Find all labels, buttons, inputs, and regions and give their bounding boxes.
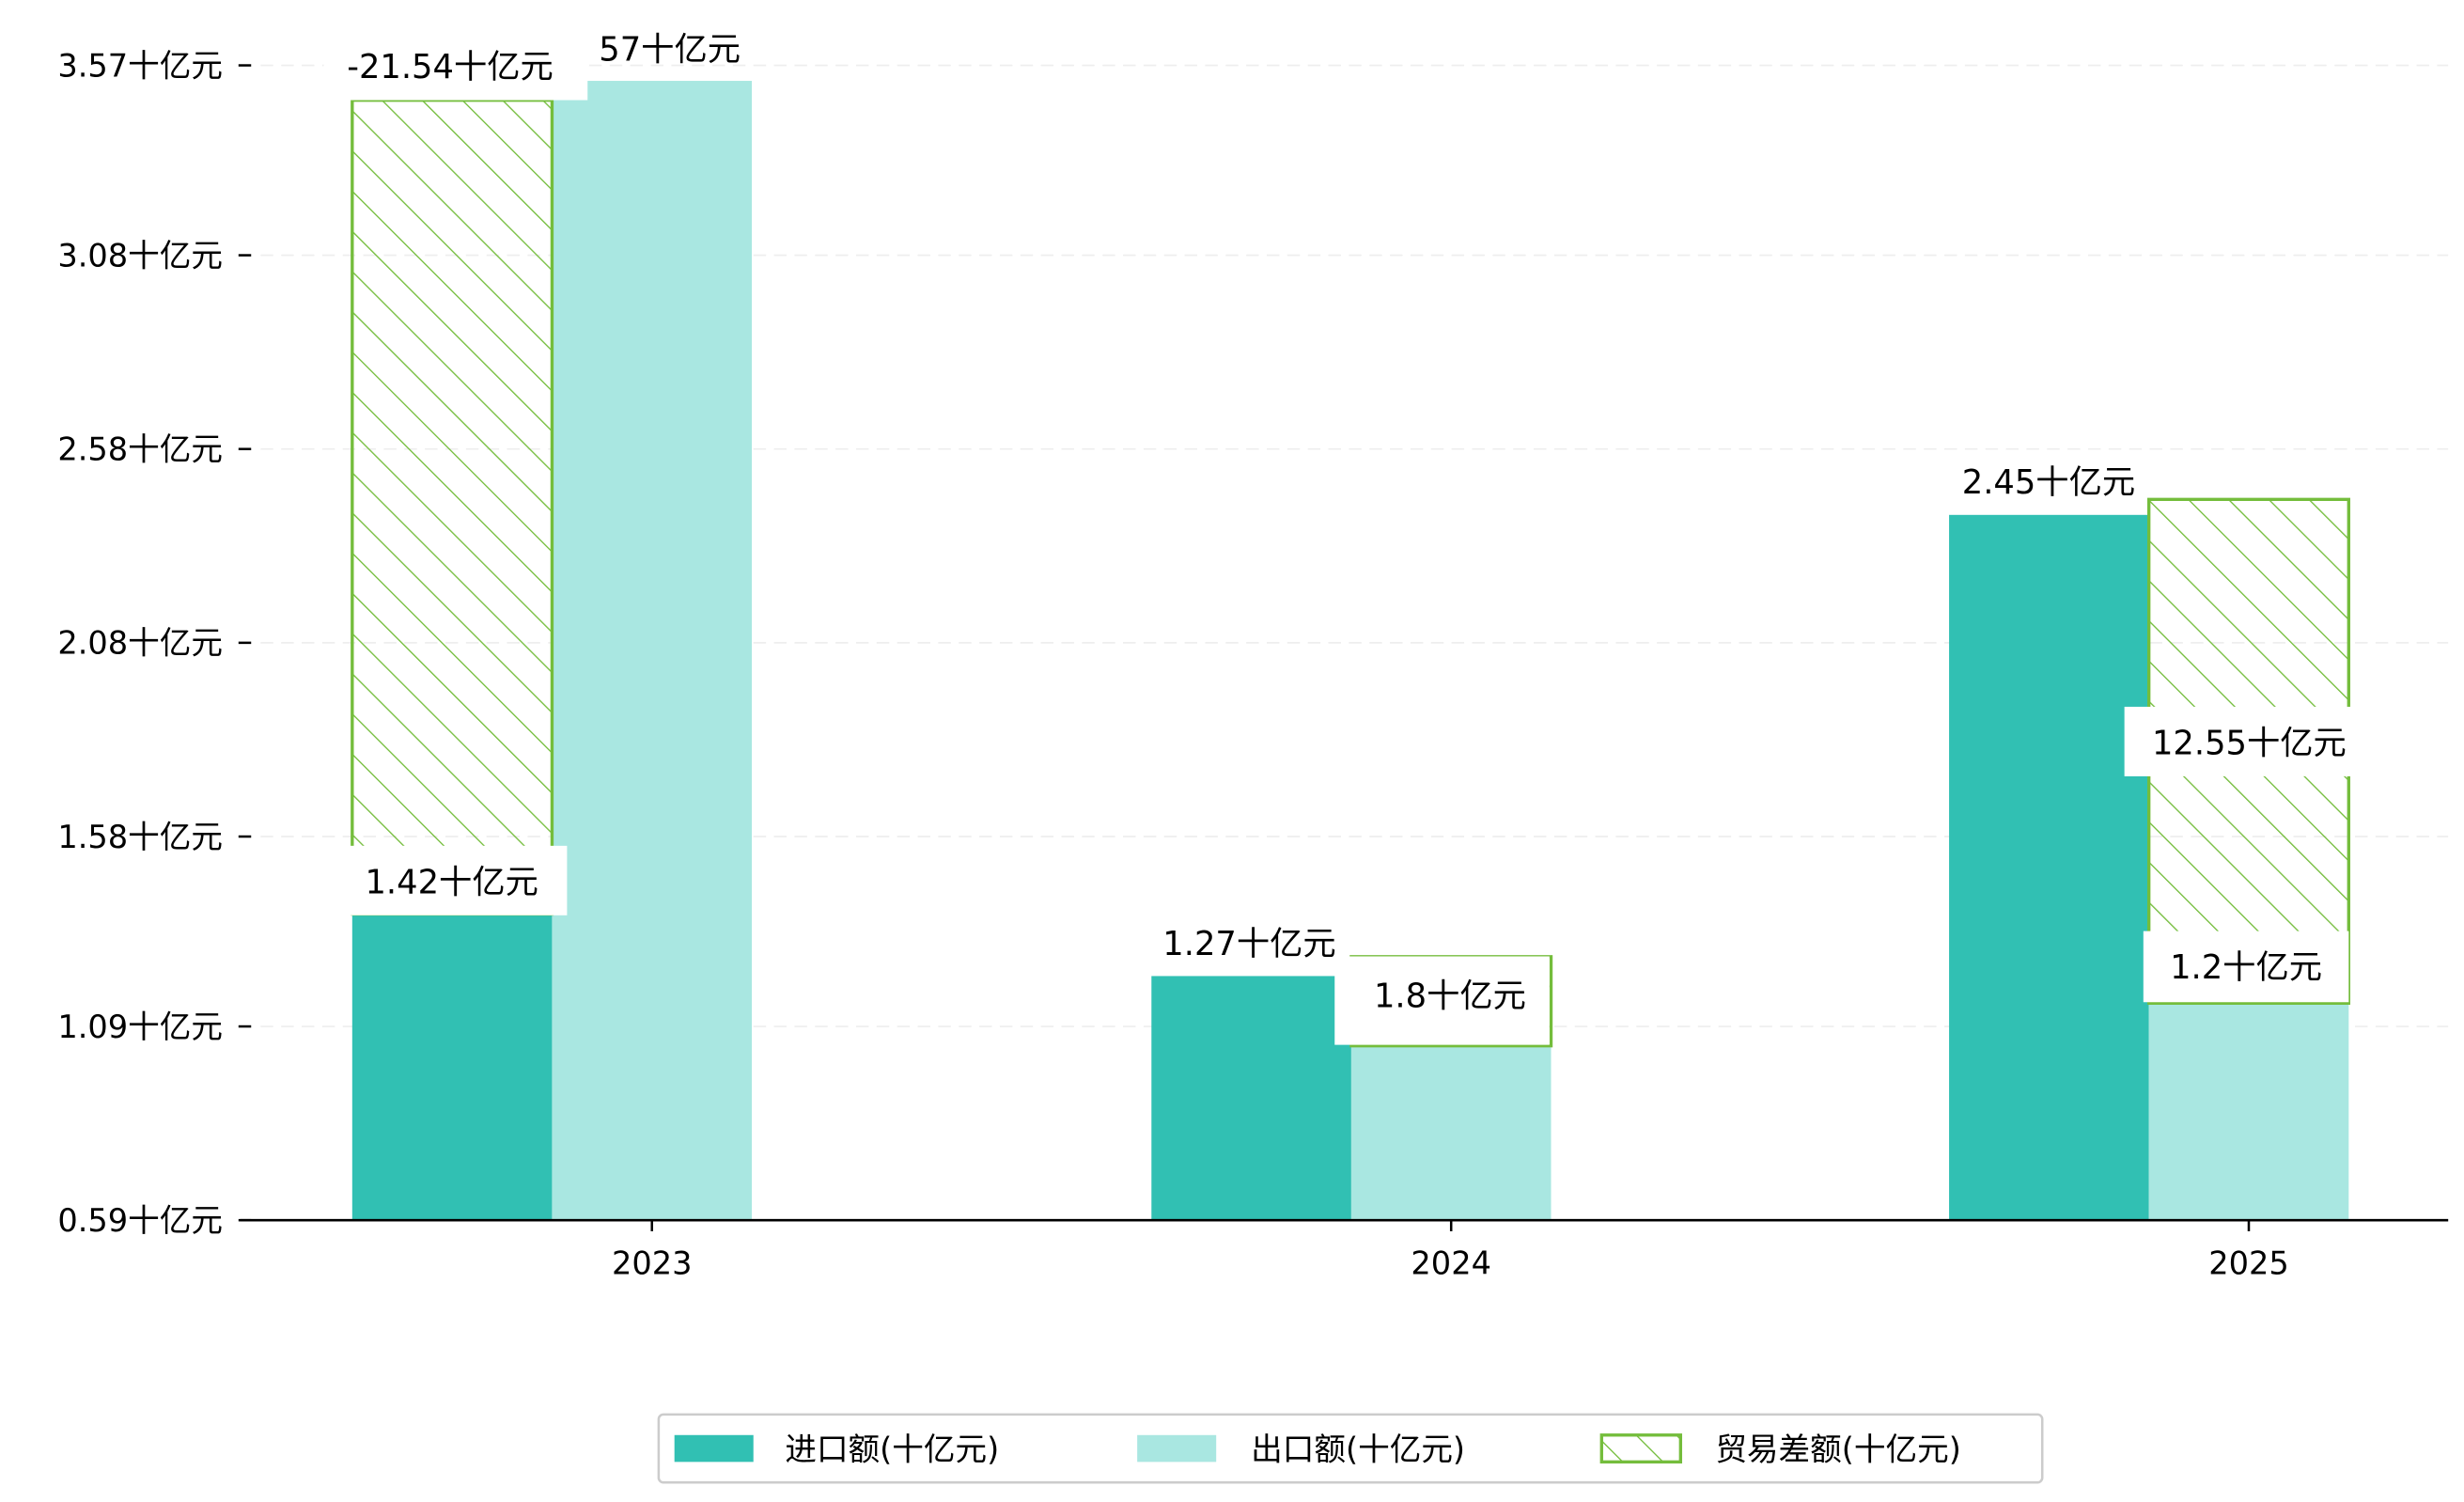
data-label: 57十亿元 [599, 31, 741, 70]
data-label-bg [347, 845, 568, 915]
y-tick-label: 3.57十亿元 [57, 47, 223, 84]
data-label-bg [2143, 931, 2349, 1003]
bar-import-2025 [1949, 514, 2149, 1221]
data-label-bg [2124, 706, 2362, 776]
data-label-bg [1334, 956, 1550, 1045]
bar-export-2023 [552, 81, 753, 1221]
data-label: 1.8十亿元 [1374, 977, 1526, 1015]
y-tick-label: 0.59十亿元 [57, 1202, 223, 1239]
bar-import-2023 [351, 914, 553, 1221]
data-label: 2.45十亿元 [1962, 463, 2135, 502]
y-tick-label: 3.08十亿元 [57, 237, 223, 274]
y-tick-label: 1.58十亿元 [57, 819, 223, 855]
data-label: 1.2十亿元 [2170, 948, 2322, 987]
bars [351, 81, 2350, 1221]
x-axis: 2023 2024 2025 [612, 1220, 2289, 1281]
x-tick-label: 2025 [2208, 1244, 2289, 1281]
y-axis: 0.59十亿元 1.09十亿元 1.58十亿元 2.08十亿元 2.58十亿元 3.08十… [57, 47, 252, 1239]
legend-label-import: 进口额(十亿元) [785, 1432, 999, 1468]
legend: 进口额(十亿元) 出口额(十亿元) 贸易差额(十亿元) [657, 1413, 2044, 1484]
bar-export-2024 [1350, 1045, 1552, 1221]
legend-frame [657, 1413, 2044, 1484]
data-labels: 1.42十亿元 1.27十亿元 2.45十亿元 57十亿元 1.8十亿元 1.2十亿元 -2… [323, 31, 2362, 1045]
data-label: 1.42十亿元 [365, 863, 538, 901]
bar-export-2025 [2148, 1003, 2349, 1221]
data-label-bg [323, 32, 588, 101]
y-tick-label: 2.08十亿元 [57, 625, 223, 662]
data-label: 12.55十亿元 [2152, 724, 2347, 762]
x-tick-label: 2024 [1411, 1244, 1491, 1281]
legend-swatch-balance [1599, 1433, 1683, 1464]
data-label: 1.27十亿元 [1162, 925, 1335, 963]
data-label: -21.54十亿元 [347, 48, 554, 86]
legend-label-balance: 贸易差额(十亿元) [1715, 1432, 1961, 1468]
legend-label-export: 出口额(十亿元) [1251, 1432, 1465, 1468]
legend-swatch-import [674, 1434, 754, 1463]
bar-import-2024 [1151, 976, 1351, 1221]
y-tick-label: 2.58十亿元 [57, 430, 223, 467]
bar-balance-2023 [351, 98, 554, 916]
legend-swatch-export [1137, 1434, 1217, 1463]
x-tick-label: 2023 [612, 1244, 693, 1281]
y-tick-label: 1.09十亿元 [57, 1009, 223, 1045]
